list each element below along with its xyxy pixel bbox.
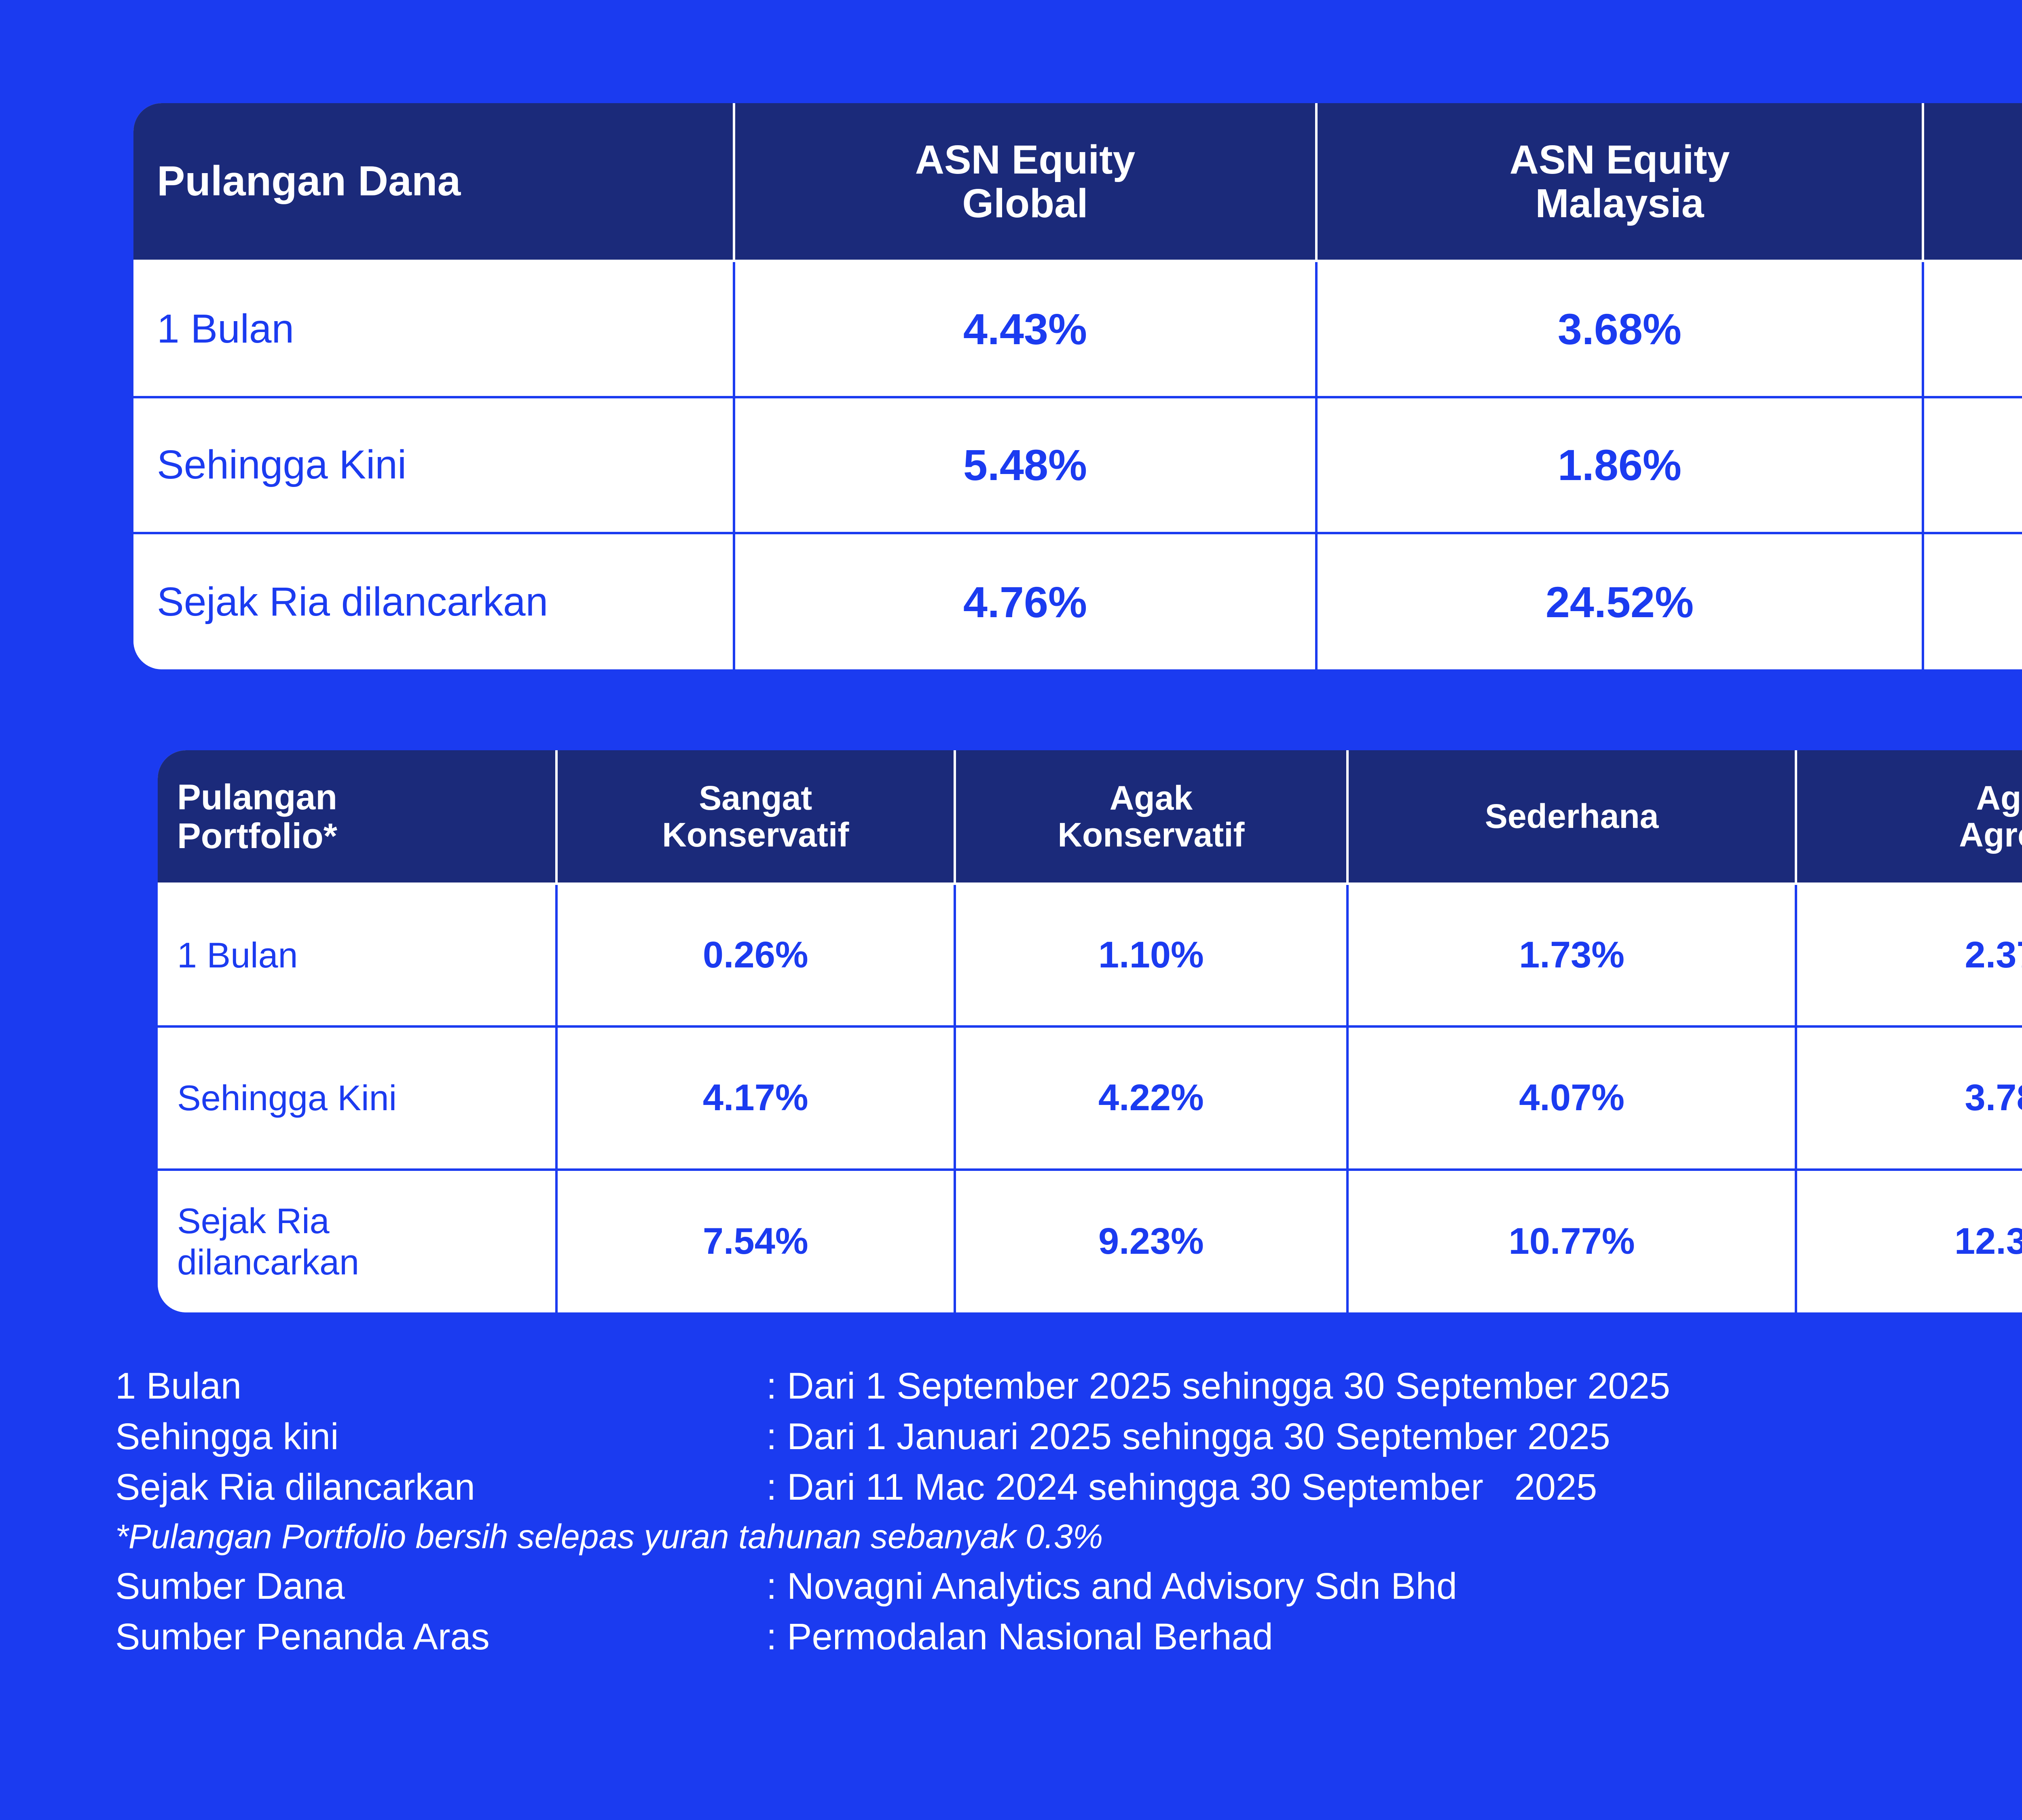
fund-returns-table-card: Pulangan Dana ASN Equity Global ASN Equi… <box>133 103 2022 669</box>
cell-value: 4.76% <box>732 532 1318 669</box>
footnote-row-sumber-penanda-aras: Sumber Penanda Aras : Permodalan Nasiona… <box>115 1612 2022 1662</box>
footnote-row-sumber-dana: Sumber Dana : Novagni Analytics and Advi… <box>115 1561 2022 1612</box>
col-header-line1: Sederhana <box>1485 797 1659 836</box>
col-header-line2: Portfolio* <box>177 815 337 856</box>
cell-value: 4.22% <box>954 1025 1349 1171</box>
row-label-line1: Sejak Ria <box>177 1200 330 1241</box>
cell-value: 9.23% <box>954 1168 1349 1312</box>
cell-value: 0.26% <box>555 882 956 1028</box>
fund-returns-table-body: 1 Bulan 4.43% 3.68% 0.13% 0.00% Sehingga… <box>133 260 2022 669</box>
col-header-pulangan-portfolio: Pulangan Portfolio* <box>158 750 558 885</box>
portfolio-returns-table-card: Pulangan Portfolio* Sangat Konservatif A… <box>158 750 2022 1312</box>
footnote-row-sehingga-kini: Sehingga kini : Dari 1 Januari 2025 sehi… <box>115 1412 2022 1462</box>
col-header-line2: Konservatif <box>662 815 849 854</box>
footnote-description: : Novagni Analytics and Advisory Sdn Bhd <box>766 1565 1457 1607</box>
col-header-line1: ASN Equity <box>1509 137 1730 182</box>
col-header-line2: Malaysia <box>1535 180 1704 226</box>
col-header-line2: Agresif <box>1959 815 2022 854</box>
col-header-line1: Pulangan <box>177 777 338 817</box>
col-header-line1: Pulangan Dana <box>157 158 461 205</box>
row-label-1-bulan: 1 Bulan <box>133 260 735 398</box>
col-header-asn-equity-global: ASN Equity Global <box>732 103 1318 262</box>
footnote-term: Sejak Ria dilancarkan <box>115 1467 475 1508</box>
table-row: Sehingga Kini 4.17% 4.22% 4.07% 3.78% 3.… <box>158 1025 2022 1171</box>
row-label-sehingga-kini: Sehingga Kini <box>133 396 735 535</box>
footnote-description: : Dari 1 Januari 2025 sehingga 30 Septem… <box>766 1416 1610 1458</box>
col-header-agak-agresif: Agak Agresif <box>1795 750 2022 885</box>
footnote-row-1-bulan: 1 Bulan : Dari 1 September 2025 sehingga… <box>115 1361 2022 1412</box>
footnote-description: : Dari 1 September 2025 sehingga 30 Sept… <box>766 1365 1671 1407</box>
row-label-sejak-ria-dilancarkan: Sejak Ria dilancarkan <box>158 1168 558 1312</box>
row-label-sejak-ria-dilancarkan: Sejak Ria dilancarkan <box>133 532 735 669</box>
col-header-asn-equity-malaysia: ASN Equity Malaysia <box>1315 103 1924 262</box>
col-header-line1: Agak <box>1109 779 1193 817</box>
fund-returns-table-head: Pulangan Dana ASN Equity Global ASN Equi… <box>133 103 2022 262</box>
row-label-line2: dilancarkan <box>177 1242 360 1282</box>
cell-value: 4.35% <box>1921 396 2022 535</box>
col-header-line1: ASN Equity <box>915 137 1136 182</box>
footnote-row-sejak-ria-dilancarkan: Sejak Ria dilancarkan : Dari 11 Mac 2024… <box>115 1462 2022 1513</box>
col-header-asn-sukuk: ASN Sukuk <box>1921 103 2022 262</box>
cell-value: 4.43% <box>732 260 1318 398</box>
cell-value: 3.78% <box>1795 1025 2022 1171</box>
col-header-line2: Global <box>962 180 1088 226</box>
table-row: Sejak Ria dilancarkan 7.54% 9.23% 10.77%… <box>158 1168 2022 1312</box>
col-header-pulangan-dana: Pulangan Dana <box>133 103 735 262</box>
col-header-sangat-konservatif: Sangat Konservatif <box>555 750 956 885</box>
table-row: 1 Bulan 4.43% 3.68% 0.13% 0.00% <box>133 260 2022 398</box>
cell-value: 5.48% <box>732 396 1318 535</box>
table-row: 1 Bulan 0.26% 1.10% 1.73% 2.37% 3.02% 3.… <box>158 882 2022 1028</box>
footnote-description: : Permodalan Nasional Berhad <box>766 1616 1273 1657</box>
fund-returns-table: Pulangan Dana ASN Equity Global ASN Equi… <box>133 103 2022 669</box>
table-row: Sehingga Kini 5.48% 1.86% 4.35% 0.00% <box>133 396 2022 535</box>
col-header-line1: Sangat <box>699 779 812 817</box>
cell-value: 3.68% <box>1315 260 1924 398</box>
footnote-term: Sehingga kini <box>115 1416 339 1458</box>
footnote-term: Sumber Penanda Aras <box>115 1616 490 1657</box>
table-header-row: Pulangan Dana ASN Equity Global ASN Equi… <box>133 103 2022 262</box>
row-label-sehingga-kini: Sehingga Kini <box>158 1025 558 1171</box>
portfolio-returns-table: Pulangan Portfolio* Sangat Konservatif A… <box>158 750 2022 1312</box>
col-header-agak-konservatif: Agak Konservatif <box>954 750 1349 885</box>
cell-value: 1.10% <box>954 882 1349 1028</box>
footnote-term: Sumber Dana <box>115 1565 345 1607</box>
cell-value: 1.86% <box>1315 396 1924 535</box>
footnote-description: : Dari 11 Mac 2024 sehingga 30 September… <box>766 1467 1597 1508</box>
col-header-line2: Konservatif <box>1058 815 1245 854</box>
cell-value: 12.32% <box>1795 1168 2022 1312</box>
footnote-row-portfolio-net-fee: *Pulangan Portfolio bersih selepas yuran… <box>115 1513 2022 1561</box>
table-row: Sejak Ria dilancarkan 4.76% 24.52% 7.60%… <box>133 532 2022 669</box>
portfolio-returns-table-body: 1 Bulan 0.26% 1.10% 1.73% 2.37% 3.02% 3.… <box>158 882 2022 1312</box>
cell-value: 10.77% <box>1346 1168 1798 1312</box>
table-header-row: Pulangan Portfolio* Sangat Konservatif A… <box>158 750 2022 885</box>
col-header-line1: Agak <box>1976 779 2022 817</box>
footnote-term: 1 Bulan <box>115 1365 242 1407</box>
row-label-line1: 1 Bulan <box>177 935 298 975</box>
cell-value: 7.60% <box>1921 532 2022 669</box>
footnotes-block: 1 Bulan : Dari 1 September 2025 sehingga… <box>115 1361 2022 1662</box>
row-label-1-bulan: 1 Bulan <box>158 882 558 1028</box>
cell-value: 7.54% <box>555 1168 956 1312</box>
cell-value: 4.17% <box>555 1025 956 1171</box>
cell-value: 0.13% <box>1921 260 2022 398</box>
portfolio-returns-table-head: Pulangan Portfolio* Sangat Konservatif A… <box>158 750 2022 885</box>
footnote-note-text: *Pulangan Portfolio bersih selepas yuran… <box>115 1517 1103 1556</box>
cell-value: 1.73% <box>1346 882 1798 1028</box>
cell-value: 2.37% <box>1795 882 2022 1028</box>
cell-value: 4.07% <box>1346 1025 1798 1171</box>
row-label-line1: Sehingga Kini <box>177 1077 397 1118</box>
col-header-sederhana: Sederhana <box>1346 750 1798 885</box>
cell-value: 24.52% <box>1315 532 1924 669</box>
